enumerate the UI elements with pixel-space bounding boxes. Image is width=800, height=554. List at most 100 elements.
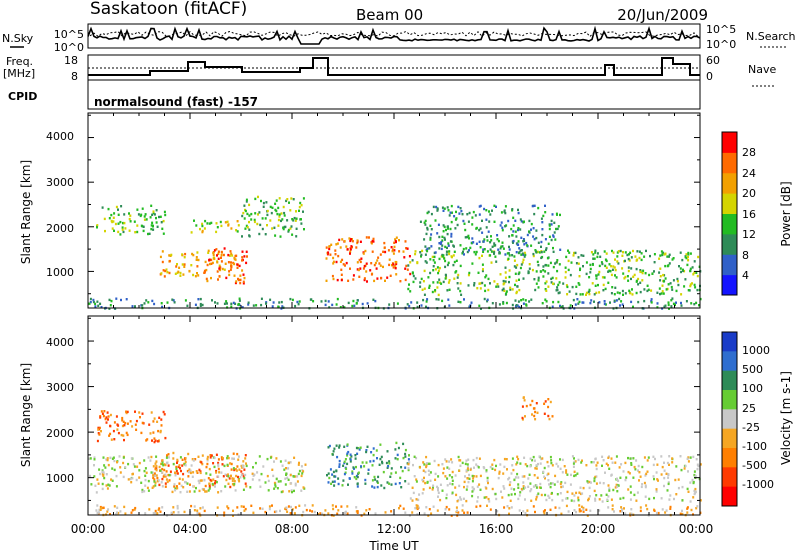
range-time-cell [176,461,178,464]
range-time-cell [340,505,343,508]
nsearch-tick-bottom: 10^0 [706,38,736,51]
range-time-cell [544,263,547,267]
range-time-cell [394,238,397,241]
range-time-cell [408,283,410,286]
range-time-cell [672,257,675,260]
range-time-cell [186,490,189,493]
range-time-cell [412,280,415,284]
range-time-cell [129,477,132,481]
range-time-cell [537,206,540,210]
range-time-cell [425,232,428,236]
range-time-cell [564,276,567,279]
range-time-cell [559,467,562,470]
range-time-cell [334,249,337,252]
range-time-cell [242,280,245,283]
range-time-cell [105,484,108,487]
range-time-cell [458,212,461,215]
range-time-cell [587,497,590,500]
range-time-cell [169,470,172,473]
range-time-cell [204,219,207,223]
range-time-cell [105,473,108,476]
range-time-cell [493,252,495,255]
range-time-cell [669,505,672,509]
range-time-cell [346,462,349,466]
range-time-cell [505,292,508,295]
range-time-cell [213,465,216,469]
range-time-cell [508,248,511,251]
range-time-cell [191,252,194,256]
range-time-cell [448,252,451,256]
range-time-cell [194,275,197,278]
velocity-cbar-tick-m500: -500 [742,459,767,472]
range-time-cell [256,222,259,226]
range-time-cell [610,473,613,476]
range-time-cell [109,424,112,428]
range-time-cell [448,279,451,282]
range-time-cell [543,475,546,478]
range-time-cell [555,462,558,466]
range-time-cell [90,483,93,486]
range-time-cell [552,235,555,238]
range-time-cell [442,209,445,212]
range-time-cell [360,257,363,260]
range-time-cell [570,499,573,502]
range-time-cell [244,209,247,213]
range-time-cell [206,222,209,225]
range-time-cell [115,474,118,478]
range-time-cell [120,205,123,208]
range-time-cell [189,471,192,475]
range-time-cell [520,249,523,252]
range-time-cell [342,263,345,266]
range-time-cell [251,472,254,475]
range-time-cell [696,467,699,471]
range-time-cell [288,201,290,204]
range-time-cell [484,289,487,293]
range-time-cell [104,466,107,469]
range-time-cell [374,478,377,481]
range-time-cell [544,298,547,301]
range-time-cell [686,263,689,267]
range-time-cell [565,255,568,259]
range-time-cell [241,250,244,253]
range-time-cell [455,210,457,214]
range-time-cell [427,469,430,472]
range-time-cell [190,504,193,508]
range-time-cell [447,244,450,247]
range-time-cell [679,251,682,254]
colorbar-swatch [722,193,737,214]
range-time-cell [616,255,619,258]
range-time-cell [160,221,163,224]
range-time-cell [156,440,159,443]
range-time-cell [494,244,497,247]
range-time-cell [107,483,110,486]
range-time-cell [523,251,526,255]
range-time-cell [661,290,664,293]
range-time-cell [227,253,230,257]
range-time-cell [425,462,428,465]
range-time-cell [546,460,549,464]
range-time-cell [608,269,611,272]
range-time-cell [672,302,675,305]
range-time-cell [533,204,536,207]
range-time-cell [244,457,247,460]
range-time-cell [211,482,214,486]
range-time-cell [511,208,514,211]
range-time-cell [453,260,456,264]
range-time-cell [455,217,458,220]
range-time-cell [152,512,155,515]
range-time-cell [122,221,124,225]
range-time-cell [503,281,506,285]
range-time-cell [273,226,276,229]
range-time-cell [547,479,550,482]
range-time-cell [694,286,697,289]
range-time-cell [587,481,589,484]
range-time-cell [420,255,422,258]
range-time-cell [659,292,661,296]
range-time-cell [530,228,532,231]
range-time-cell [327,300,330,303]
range-time-cell [234,468,237,471]
range-time-cell [280,300,283,304]
range-time-cell [497,476,500,480]
range-time-cell [199,227,201,231]
